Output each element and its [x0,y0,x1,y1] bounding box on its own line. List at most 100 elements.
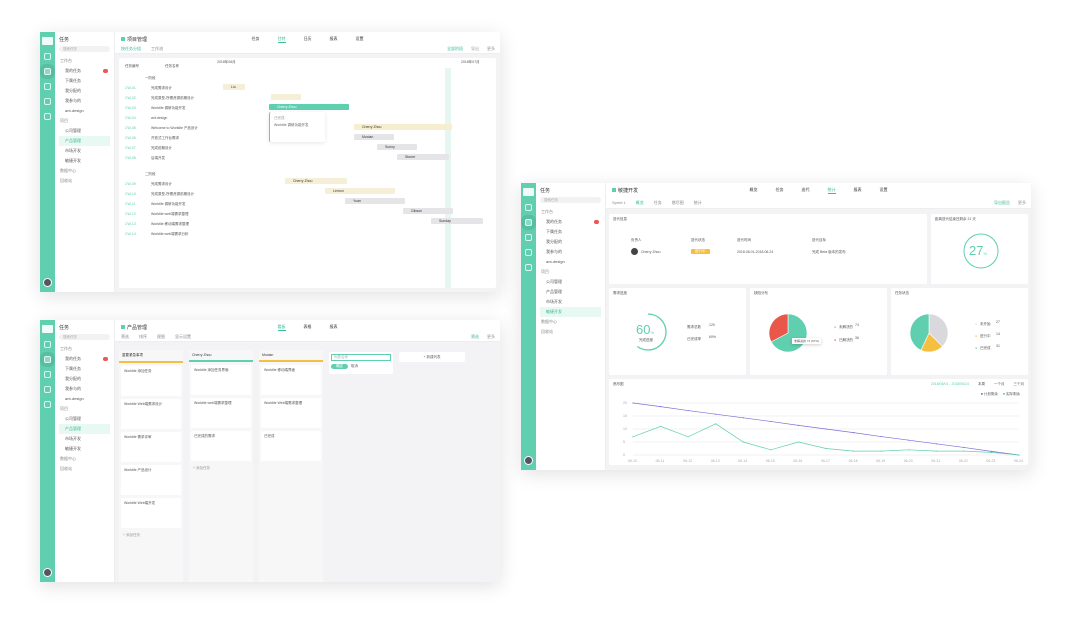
sidebar-item[interactable]: 我的任务 [59,66,110,76]
data-point[interactable] [990,450,993,452]
filter-button[interactable]: 筛选 [471,334,479,339]
data-point[interactable] [770,420,772,423]
data-point[interactable] [990,451,993,453]
sidebar-item[interactable]: 产品管理 [540,287,601,297]
task-popup[interactable]: 已完成 Worktile 调研功能开发 [269,112,325,142]
tab[interactable]: 设置 [879,187,888,192]
date-range-picker[interactable]: 2018/06/01 - 2018/06/24 [930,382,970,386]
tab[interactable]: 任务 [775,187,784,192]
report-icon[interactable] [525,264,532,271]
tab-workflow[interactable]: 工作流 [151,46,163,51]
tab[interactable]: 迭代 [801,187,810,192]
sidebar-item[interactable]: 数据中心 [59,166,110,176]
file-icon[interactable] [44,98,51,105]
sidebar-item[interactable]: 数据中心 [540,317,601,327]
group-label[interactable]: 一阶段 [145,76,156,80]
tab-group[interactable]: 按任务分组 [121,46,141,51]
sidebar-item[interactable]: 数据中心 [59,454,110,464]
data-point[interactable] [715,423,717,425]
data-point[interactable] [935,443,937,445]
sidebar-item[interactable]: 产品管理 [59,424,110,434]
data-point[interactable] [908,449,910,451]
sidebar-item[interactable]: 敏捷开发 [59,156,110,166]
task-name[interactable]: 后端开发 [151,156,165,160]
data-point[interactable] [908,439,910,441]
task-card[interactable]: Worktile 产品设计 [121,465,181,495]
gantt-bar[interactable]: Cherry Zhou [269,104,349,110]
add-task-button[interactable]: + 添加任务 [193,466,211,470]
tab[interactable]: 报表 [329,324,338,329]
sidebar-item[interactable]: 项目 [59,404,110,414]
sidebar-item[interactable]: 回收站 [59,464,110,474]
data-point[interactable] [742,417,744,419]
more-button[interactable]: 更多 [1018,200,1026,205]
phase-button[interactable]: 全部阶段 [447,46,463,51]
task-card[interactable]: Worktile 添加任务 [121,366,181,396]
gantt-bar[interactable]: Moxian [354,134,394,140]
sidebar-item[interactable]: 我参与的 [59,384,110,394]
calendar-icon[interactable] [525,234,532,241]
task-card[interactable]: Worktile web端需求整理 [191,398,251,428]
task-name[interactable]: 完成原型-所需资源前期设计 [151,96,195,100]
task-name[interactable]: Worktile 调研功能开发 [151,106,186,110]
sidebar-item[interactable]: 市场开发 [540,297,601,307]
column-title[interactable]: 重要紧急事项 [119,350,183,363]
data-point[interactable] [963,450,965,452]
tab-stats[interactable]: 统计 [693,200,702,205]
gantt-bar[interactable]: Sunny [377,144,417,150]
sidebar-item[interactable]: 市场开发 [59,434,110,444]
data-point[interactable] [742,441,744,443]
task-name[interactable]: 完成原型-所需资源前期设计 [151,192,195,196]
home-icon[interactable] [525,204,532,211]
sidebar-item[interactable]: 我的任务 [59,354,110,364]
data-point[interactable] [935,450,937,452]
display-settings[interactable]: 显示设置 [175,334,191,339]
sidebar-item[interactable]: 产品管理 [59,136,110,146]
task-card[interactable]: Worktile 移动端界面 [261,365,321,395]
gantt-bar[interactable]: Yuan [345,198,405,204]
data-point[interactable] [880,435,882,438]
sidebar-item[interactable]: 我分配的 [59,374,110,384]
task-card[interactable]: Worktile Web端需求整理 [261,398,321,428]
tab[interactable]: 概览 [749,187,758,192]
sidebar-item[interactable]: 下属任务 [540,227,601,237]
task-name[interactable]: 开放式工作台需求 [151,136,179,140]
add-list-button[interactable]: + 新建列表 [399,352,465,362]
sidebar-search[interactable]: 搜索任务 [59,334,110,340]
avatar[interactable] [43,568,52,577]
view-tab[interactable]: 视图 [157,334,165,339]
task-card[interactable]: Worktile Web端开发 [121,498,181,528]
sidebar-item[interactable]: 工作台 [540,207,601,217]
sidebar-item[interactable]: 项目 [59,116,110,126]
data-point[interactable] [963,446,965,449]
sort-tab[interactable]: 排序 [139,334,147,339]
sidebar-item[interactable]: 公司管理 [59,414,110,424]
task-icon[interactable] [40,64,55,79]
sidebar-item[interactable]: 敏捷开发 [540,307,601,317]
export-report-button[interactable]: 导出报告 [994,200,1010,205]
tab[interactable]: 甘特 [277,36,286,43]
tab-tasks[interactable]: 任务 [653,200,662,205]
tab[interactable]: 日历 [303,36,312,41]
sidebar-item[interactable]: 项目 [540,267,601,277]
sidebar-item[interactable]: 工作台 [59,344,110,354]
data-point[interactable] [687,409,689,412]
task-card[interactable]: Worktile 添加任务界面 [191,365,251,395]
list-name-input[interactable]: 列表名称 [331,354,391,361]
calendar-icon[interactable] [44,83,51,90]
task-name[interactable]: 完成需求设计 [151,182,172,186]
data-point[interactable] [825,447,827,450]
data-point[interactable] [659,425,662,427]
data-point[interactable] [659,406,662,408]
pie-slice[interactable] [909,313,930,351]
home-icon[interactable] [44,53,51,60]
sidebar-item[interactable]: 我分配的 [59,86,110,96]
task-name[interactable]: Worktile 调研功能开发 [151,202,186,206]
task-card[interactable]: Worktile Web端需求设计 [121,399,181,429]
tab[interactable]: 报表 [853,187,862,192]
range-week[interactable]: 本周 [978,382,986,386]
tab[interactable]: 设置 [355,36,364,41]
filter-tab[interactable]: 筛选 [121,334,129,339]
gantt-bar[interactable] [271,94,301,100]
sidebar-item[interactable]: 回收站 [540,327,601,337]
